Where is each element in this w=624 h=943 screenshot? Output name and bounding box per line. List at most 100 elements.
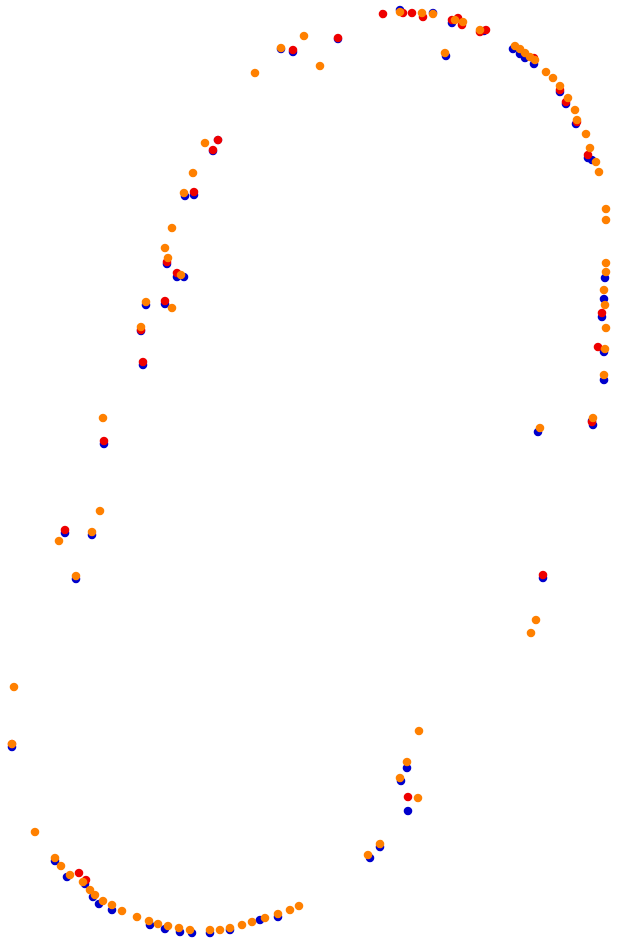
point <box>56 861 66 871</box>
point <box>50 853 60 863</box>
point <box>555 81 565 91</box>
point <box>144 916 154 926</box>
point <box>428 9 438 19</box>
point <box>583 150 593 160</box>
point <box>403 792 413 802</box>
point <box>299 31 309 41</box>
point <box>141 297 151 307</box>
point <box>60 525 70 535</box>
point <box>333 33 343 43</box>
point <box>188 168 198 178</box>
point <box>65 870 75 880</box>
point <box>288 45 298 55</box>
point <box>247 917 257 927</box>
point <box>402 757 412 767</box>
point <box>213 135 223 145</box>
point <box>526 628 536 638</box>
point <box>205 925 215 935</box>
point <box>98 413 108 423</box>
point <box>535 423 545 433</box>
point <box>71 571 81 581</box>
point <box>174 923 184 933</box>
point <box>315 61 325 71</box>
point <box>593 342 603 352</box>
point <box>250 68 260 78</box>
point <box>363 850 373 860</box>
point <box>475 25 485 35</box>
point <box>117 906 127 916</box>
point <box>594 167 604 177</box>
point <box>153 919 163 929</box>
point <box>167 223 177 233</box>
point <box>95 506 105 516</box>
point <box>599 370 609 380</box>
point <box>601 258 611 268</box>
point <box>570 105 580 115</box>
point <box>215 925 225 935</box>
point <box>591 157 601 167</box>
point <box>600 344 610 354</box>
point <box>87 527 97 537</box>
point <box>160 243 170 253</box>
point <box>208 145 218 155</box>
point <box>167 303 177 313</box>
point <box>541 67 551 77</box>
point <box>414 726 424 736</box>
point <box>572 115 582 125</box>
point <box>581 129 591 139</box>
point <box>276 43 286 53</box>
point <box>237 920 247 930</box>
point <box>548 73 558 83</box>
point <box>378 9 388 19</box>
point <box>403 806 413 816</box>
point <box>9 682 19 692</box>
point <box>294 901 304 911</box>
point <box>402 763 412 773</box>
point <box>179 188 189 198</box>
point <box>563 93 573 103</box>
point <box>375 839 385 849</box>
point <box>601 204 611 214</box>
point <box>132 912 142 922</box>
point <box>163 921 173 931</box>
point <box>450 15 460 25</box>
point <box>54 536 64 546</box>
point <box>163 253 173 263</box>
point <box>30 827 40 837</box>
point <box>407 8 417 18</box>
point <box>99 436 109 446</box>
point <box>7 739 17 749</box>
point <box>138 357 148 367</box>
point <box>74 868 84 878</box>
point <box>160 296 170 306</box>
point <box>585 143 595 153</box>
point <box>601 215 611 225</box>
point <box>481 25 491 35</box>
point <box>189 187 199 197</box>
point <box>285 905 295 915</box>
point <box>78 877 88 887</box>
point <box>200 138 210 148</box>
point <box>440 48 450 58</box>
point <box>395 7 405 17</box>
point <box>225 923 235 933</box>
point <box>600 300 610 310</box>
point <box>395 773 405 783</box>
point <box>176 270 186 280</box>
point <box>107 900 117 910</box>
point <box>531 615 541 625</box>
point <box>597 308 607 318</box>
point <box>185 925 195 935</box>
point <box>538 570 548 580</box>
point <box>510 41 520 51</box>
point <box>260 913 270 923</box>
point <box>601 323 611 333</box>
point <box>98 896 108 906</box>
point <box>588 413 598 423</box>
point <box>417 8 427 18</box>
point <box>413 793 423 803</box>
point <box>90 890 100 900</box>
point <box>599 285 609 295</box>
